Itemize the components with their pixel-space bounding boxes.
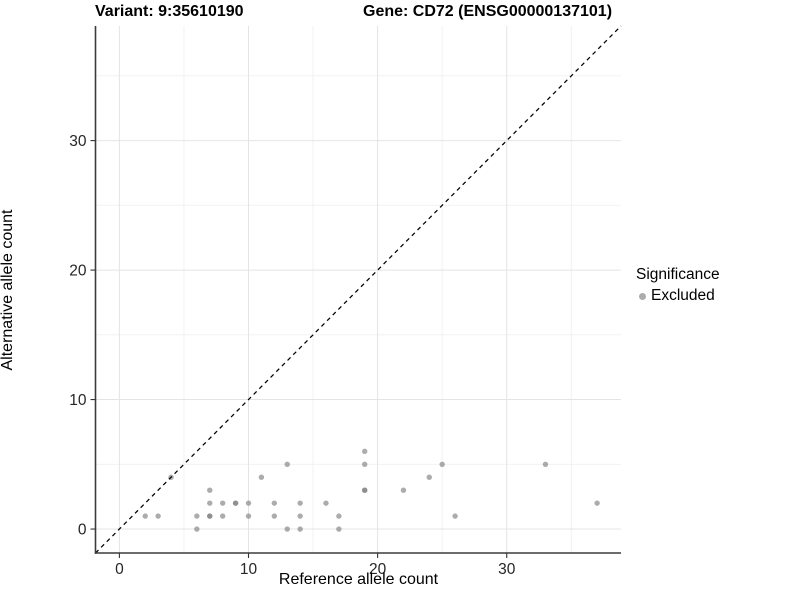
- legend-title: Significance: [636, 266, 720, 283]
- data-point: [219, 513, 226, 519]
- data-point: [400, 487, 407, 493]
- data-point: [232, 500, 239, 506]
- legend-item-excluded: Excluded: [636, 287, 720, 305]
- data-point: [219, 500, 226, 506]
- y-tick-label: 30: [69, 133, 87, 150]
- data-point: [245, 513, 252, 519]
- data-point: [542, 461, 549, 468]
- x-tick-label: 20: [369, 561, 387, 578]
- data-point: [297, 513, 303, 519]
- y-tick-label: 0: [78, 522, 87, 539]
- y-tick-label: 20: [69, 263, 87, 280]
- legend-item-label: Excluded: [651, 287, 715, 304]
- data-point: [155, 513, 161, 519]
- data-point: [284, 461, 290, 468]
- data-point: [271, 500, 278, 506]
- data-point: [207, 513, 213, 519]
- data-point: [323, 500, 329, 506]
- data-point: [426, 474, 432, 480]
- data-point: [258, 474, 265, 480]
- data-point: [245, 500, 252, 506]
- data-point: [207, 500, 213, 506]
- y-tick-label: 10: [69, 392, 87, 409]
- y-axis-title: Alternative allele count: [0, 209, 16, 371]
- data-point: [336, 513, 342, 519]
- data-point: [594, 500, 600, 506]
- x-tick-label: 0: [115, 561, 124, 578]
- plot-title-variant: Variant: 9:35610190: [95, 3, 244, 20]
- data-point: [336, 526, 342, 532]
- x-tick-label: 10: [240, 561, 258, 578]
- data-point: [362, 448, 368, 455]
- data-point: [142, 513, 148, 519]
- data-point: [362, 487, 368, 493]
- data-point: [194, 513, 200, 519]
- plot-title-row: Variant: 9:35610190 Gene: CD72 (ENSG0000…: [0, 3, 800, 25]
- data-point: [297, 500, 303, 506]
- x-axis-title: Reference allele count: [278, 571, 439, 588]
- data-point: [452, 513, 458, 519]
- identity-line: [95, 25, 622, 554]
- plot-title-gene: Gene: CD72 (ENSG00000137101): [363, 3, 613, 20]
- legend-point-icon: [639, 292, 646, 300]
- data-point: [284, 526, 290, 532]
- x-tick-label: 30: [498, 561, 516, 578]
- legend: Significance Excluded: [636, 266, 720, 305]
- data-point: [271, 513, 278, 519]
- data-point: [207, 487, 213, 493]
- data-point: [297, 526, 303, 532]
- data-point: [362, 461, 368, 468]
- data-point: [439, 461, 445, 468]
- data-point: [194, 526, 200, 532]
